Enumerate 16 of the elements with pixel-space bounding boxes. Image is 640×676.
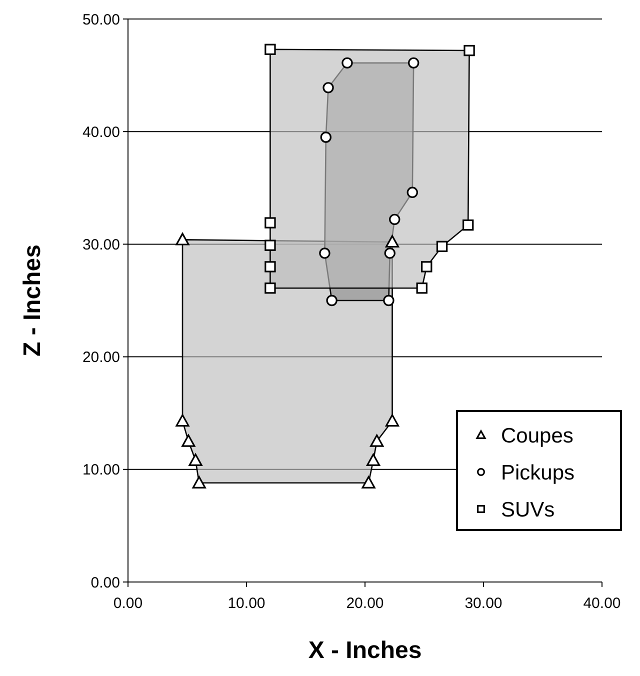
y-tick-label: 50.00 xyxy=(82,11,120,28)
y-tick-label: 0.00 xyxy=(90,574,120,592)
x-tick-label: 20.00 xyxy=(346,595,384,612)
x-tick-label: 40.00 xyxy=(583,595,621,612)
x-tick-label: 0.00 xyxy=(113,595,143,612)
legend-label: Pickups xyxy=(501,461,575,484)
x-axis-title: X - Inches xyxy=(308,637,422,664)
y-tick-label: 40.00 xyxy=(82,124,120,141)
legend-label: Coupes xyxy=(501,424,574,448)
x-tick-label: 10.00 xyxy=(228,595,266,612)
y-tick-label: 10.00 xyxy=(82,462,120,479)
y-tick-label: 30.00 xyxy=(82,236,120,254)
x-tick-label: 30.00 xyxy=(464,595,502,612)
y-axis-title: Z - Inches xyxy=(19,244,46,357)
y-tick-label: 20.00 xyxy=(82,349,120,366)
legend-label: SUVs xyxy=(501,498,555,522)
